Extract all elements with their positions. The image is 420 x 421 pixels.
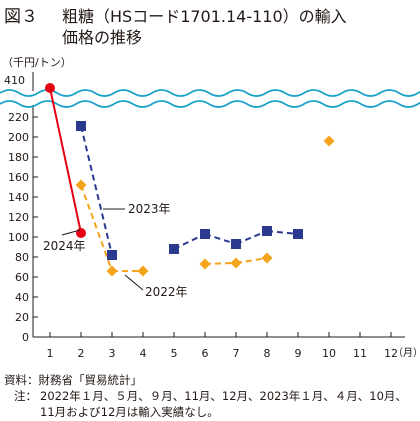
y-tick-label-break: 410 — [4, 74, 25, 87]
y-tick-label: 100 — [8, 231, 29, 244]
series-line-segment — [266, 230, 299, 235]
data-point — [76, 228, 86, 238]
data-point — [45, 83, 55, 93]
data-point — [106, 265, 118, 277]
data-point — [199, 258, 211, 270]
series-2024年 — [45, 83, 86, 238]
data-point — [262, 226, 272, 236]
x-tick-label: 6 — [202, 347, 209, 360]
series-2022年 — [75, 135, 335, 277]
data-point — [169, 244, 179, 254]
series-line-segment — [235, 257, 268, 264]
x-tick-label: 3 — [109, 347, 116, 360]
x-tick-label: 11 — [353, 347, 367, 360]
y-unit-label: （千円/トン） — [2, 56, 72, 69]
data-point — [200, 229, 210, 239]
y-tick-label: 160 — [8, 171, 29, 184]
data-point — [293, 229, 303, 239]
y-tick-label: 0 — [22, 331, 29, 344]
data-point — [137, 265, 149, 277]
x-unit-label: （月） — [393, 347, 420, 359]
y-tick-label: 200 — [8, 131, 29, 144]
x-tick-label: 12 — [384, 347, 398, 360]
data-point — [107, 250, 117, 260]
y-tick-label: 220 — [8, 111, 29, 124]
data-point — [261, 252, 273, 264]
source-note: 資料：財務省「貿易統計」 — [4, 373, 142, 387]
series-line-segment — [204, 233, 237, 245]
data-point — [323, 135, 335, 147]
footnote-label: 注： — [14, 389, 37, 403]
data-point — [231, 239, 241, 249]
series-line-segment — [49, 87, 82, 234]
data-point — [230, 257, 242, 269]
footnote-text: 2022年１月、５月、９月、11月、12月、2023年１月、４月、10月、11月… — [40, 389, 407, 419]
series-line-segment — [235, 230, 268, 245]
x-tick-label: 9 — [295, 347, 302, 360]
y-tick-label: 60 — [15, 271, 29, 284]
series-label: 2024年 — [43, 239, 86, 253]
series-line-segment — [80, 184, 113, 272]
x-tick-label: 1 — [47, 347, 54, 360]
x-tick-label: 2 — [78, 347, 85, 360]
y-tick-label: 20 — [15, 311, 29, 324]
series-line-segment — [173, 233, 206, 250]
series-2023年 — [76, 121, 303, 260]
y-tick-label: 40 — [15, 291, 29, 304]
chart: 図３ 粗糖（HSコード1701.14-110）の輸入 価格の推移 （千円/トン）… — [0, 7, 420, 360]
series-label: 2022年 — [145, 285, 188, 299]
x-tick-label: 5 — [171, 347, 178, 360]
series-line-segment — [80, 125, 113, 256]
chart-title-line1: 粗糖（HSコード1701.14-110）の輸入 — [62, 7, 347, 26]
data-point — [76, 121, 86, 131]
chart-title-line2: 価格の推移 — [62, 28, 142, 47]
x-tick-label: 10 — [322, 347, 336, 360]
series-label-leader — [61, 229, 81, 236]
x-tick-label: 4 — [140, 347, 147, 360]
series-label: 2023年 — [128, 202, 171, 216]
y-tick-label: 80 — [15, 251, 29, 264]
series-label-leader — [124, 274, 144, 291]
x-tick-label: 8 — [264, 347, 271, 360]
y-tick-label: 140 — [8, 191, 29, 204]
data-point — [75, 179, 87, 191]
y-tick-label: 180 — [8, 151, 29, 164]
axis-break-wave-upper — [0, 89, 420, 97]
x-tick-label: 7 — [233, 347, 240, 360]
figure-label: 図３ — [4, 7, 38, 27]
axis-break-wave-lower — [0, 100, 420, 108]
y-tick-label: 120 — [8, 211, 29, 224]
